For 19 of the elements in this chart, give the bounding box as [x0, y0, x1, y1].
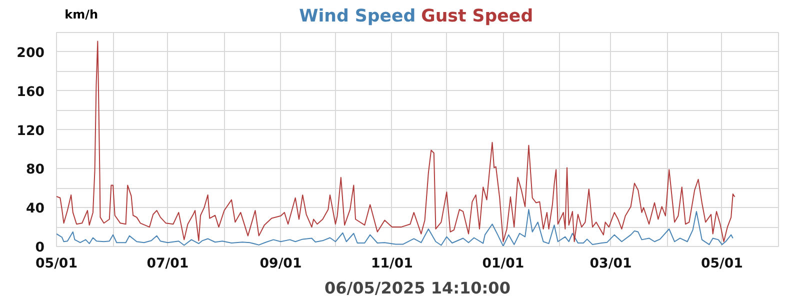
y-tick-label: 160: [16, 84, 45, 100]
x-tick-label: 01/01: [482, 256, 524, 272]
x-tick-label: 05/01: [701, 256, 743, 272]
line-series: [56, 40, 736, 242]
x-tick-label: 07/01: [146, 256, 189, 272]
y-tick-label: 0: [35, 240, 45, 256]
line-series: [56, 209, 734, 246]
y-tick-label: 200: [16, 46, 45, 61]
y-axis-title: km/h: [64, 8, 98, 22]
x-tick-label: 03/01: [590, 256, 632, 272]
y-tick-label: 40: [26, 202, 45, 217]
x-tick-label: 11/01: [370, 256, 413, 272]
x-tick-label: 09/01: [260, 256, 302, 272]
x-axis-title: 06/05/2025 14:10:00: [324, 278, 510, 298]
y-tick-label: 120: [16, 124, 45, 139]
text: Gust Speed: [421, 6, 534, 26]
x-tick-label: 05/01: [36, 256, 78, 272]
y-tick-label: 80: [26, 162, 45, 178]
text: Wind Speed: [299, 6, 416, 26]
